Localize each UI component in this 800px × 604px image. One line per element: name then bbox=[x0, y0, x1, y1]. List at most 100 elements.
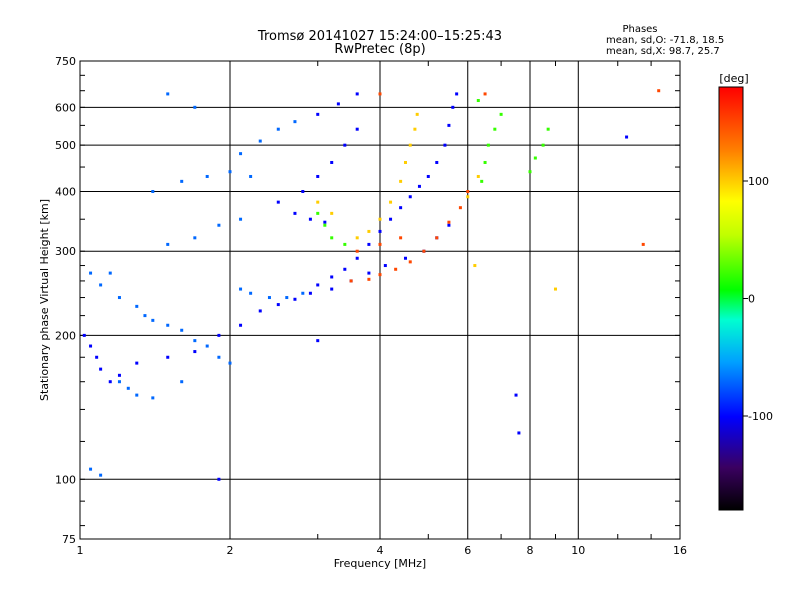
data-point bbox=[330, 287, 334, 291]
data-point bbox=[166, 355, 170, 359]
data-point bbox=[367, 242, 371, 246]
data-point bbox=[293, 211, 297, 215]
y-tick-label: 600 bbox=[55, 101, 76, 114]
data-point bbox=[135, 393, 139, 397]
data-point bbox=[399, 236, 403, 240]
data-point bbox=[316, 339, 320, 343]
data-point bbox=[108, 380, 112, 384]
data-point bbox=[483, 160, 487, 164]
data-point bbox=[517, 431, 521, 435]
x-tick-labels: 1 2 4 6 8 10 16 bbox=[77, 544, 688, 557]
data-point bbox=[367, 271, 371, 275]
data-point bbox=[533, 156, 537, 160]
data-point bbox=[316, 200, 320, 204]
data-point bbox=[383, 264, 387, 268]
data-point bbox=[193, 236, 197, 240]
data-point bbox=[413, 127, 417, 131]
data-point bbox=[343, 267, 347, 271]
data-point bbox=[217, 333, 221, 337]
data-point bbox=[308, 217, 312, 221]
x-tick-label: 2 bbox=[227, 544, 234, 557]
y-tick-label: 75 bbox=[62, 533, 76, 546]
data-point bbox=[330, 236, 334, 240]
data-point bbox=[528, 170, 532, 174]
data-point bbox=[343, 143, 347, 147]
data-point bbox=[217, 223, 221, 227]
y-tick-label: 200 bbox=[55, 329, 76, 342]
colorbar-tick-label: 100 bbox=[748, 175, 769, 188]
data-point bbox=[394, 267, 398, 271]
data-point bbox=[447, 223, 451, 227]
data-point bbox=[330, 211, 334, 215]
grid-lines bbox=[80, 61, 680, 539]
data-point bbox=[99, 283, 103, 287]
data-point bbox=[476, 99, 480, 103]
data-point bbox=[451, 105, 455, 109]
data-point bbox=[276, 127, 280, 131]
x-tick-label: 6 bbox=[464, 544, 471, 557]
data-point bbox=[403, 256, 407, 260]
data-point bbox=[316, 211, 320, 215]
stats-line-o: mean, sd,O: -71.8, 18.5 bbox=[606, 35, 724, 46]
data-point bbox=[355, 256, 359, 260]
data-point bbox=[316, 112, 320, 116]
data-point bbox=[180, 328, 184, 332]
data-point bbox=[399, 179, 403, 183]
data-point bbox=[117, 296, 121, 300]
x-tick-label: 8 bbox=[527, 544, 534, 557]
data-point bbox=[389, 217, 393, 221]
data-point bbox=[117, 380, 121, 384]
data-point bbox=[89, 344, 93, 348]
data-point bbox=[553, 287, 557, 291]
data-point bbox=[95, 355, 99, 359]
data-point bbox=[166, 92, 170, 96]
data-point bbox=[205, 344, 209, 348]
data-point bbox=[217, 477, 221, 481]
data-point bbox=[355, 249, 359, 253]
data-point bbox=[408, 260, 412, 264]
data-point bbox=[330, 275, 334, 279]
y-tick-label: 300 bbox=[55, 245, 76, 258]
data-point bbox=[151, 396, 155, 400]
data-point bbox=[323, 220, 327, 224]
stats-heading: Phases bbox=[622, 24, 657, 35]
data-point bbox=[228, 361, 232, 365]
data-point bbox=[480, 179, 484, 183]
data-point bbox=[435, 236, 439, 240]
data-point bbox=[193, 105, 197, 109]
colorbar-ticks: 100 0 -100 bbox=[743, 175, 773, 423]
data-point bbox=[143, 314, 147, 318]
data-point bbox=[258, 309, 262, 313]
y-tick-labels: 75 100 200 300 400 500 600 750 bbox=[55, 55, 76, 546]
data-point bbox=[378, 217, 382, 221]
data-point bbox=[447, 220, 451, 224]
data-point bbox=[466, 189, 470, 193]
data-point bbox=[466, 195, 470, 199]
y-tick-label: 100 bbox=[55, 473, 76, 486]
data-point bbox=[435, 160, 439, 164]
data-point bbox=[276, 200, 280, 204]
data-point bbox=[89, 271, 93, 275]
data-point bbox=[89, 467, 93, 471]
data-point bbox=[267, 296, 271, 300]
data-point bbox=[135, 361, 139, 365]
stats-line-x: mean, sd,X: 98.7, 25.7 bbox=[606, 46, 720, 57]
data-point bbox=[422, 249, 426, 253]
data-point bbox=[408, 195, 412, 199]
data-point bbox=[316, 283, 320, 287]
data-point bbox=[249, 291, 253, 295]
data-point bbox=[249, 174, 253, 178]
data-point bbox=[276, 303, 280, 307]
data-point bbox=[447, 123, 451, 127]
data-point bbox=[355, 127, 359, 131]
data-point bbox=[455, 92, 459, 96]
data-point bbox=[99, 473, 103, 477]
x-tick-label: 4 bbox=[377, 544, 384, 557]
data-point bbox=[258, 139, 262, 143]
data-point bbox=[293, 120, 297, 124]
data-point bbox=[205, 174, 209, 178]
data-point bbox=[486, 143, 490, 147]
data-point bbox=[228, 170, 232, 174]
data-point bbox=[499, 112, 503, 116]
